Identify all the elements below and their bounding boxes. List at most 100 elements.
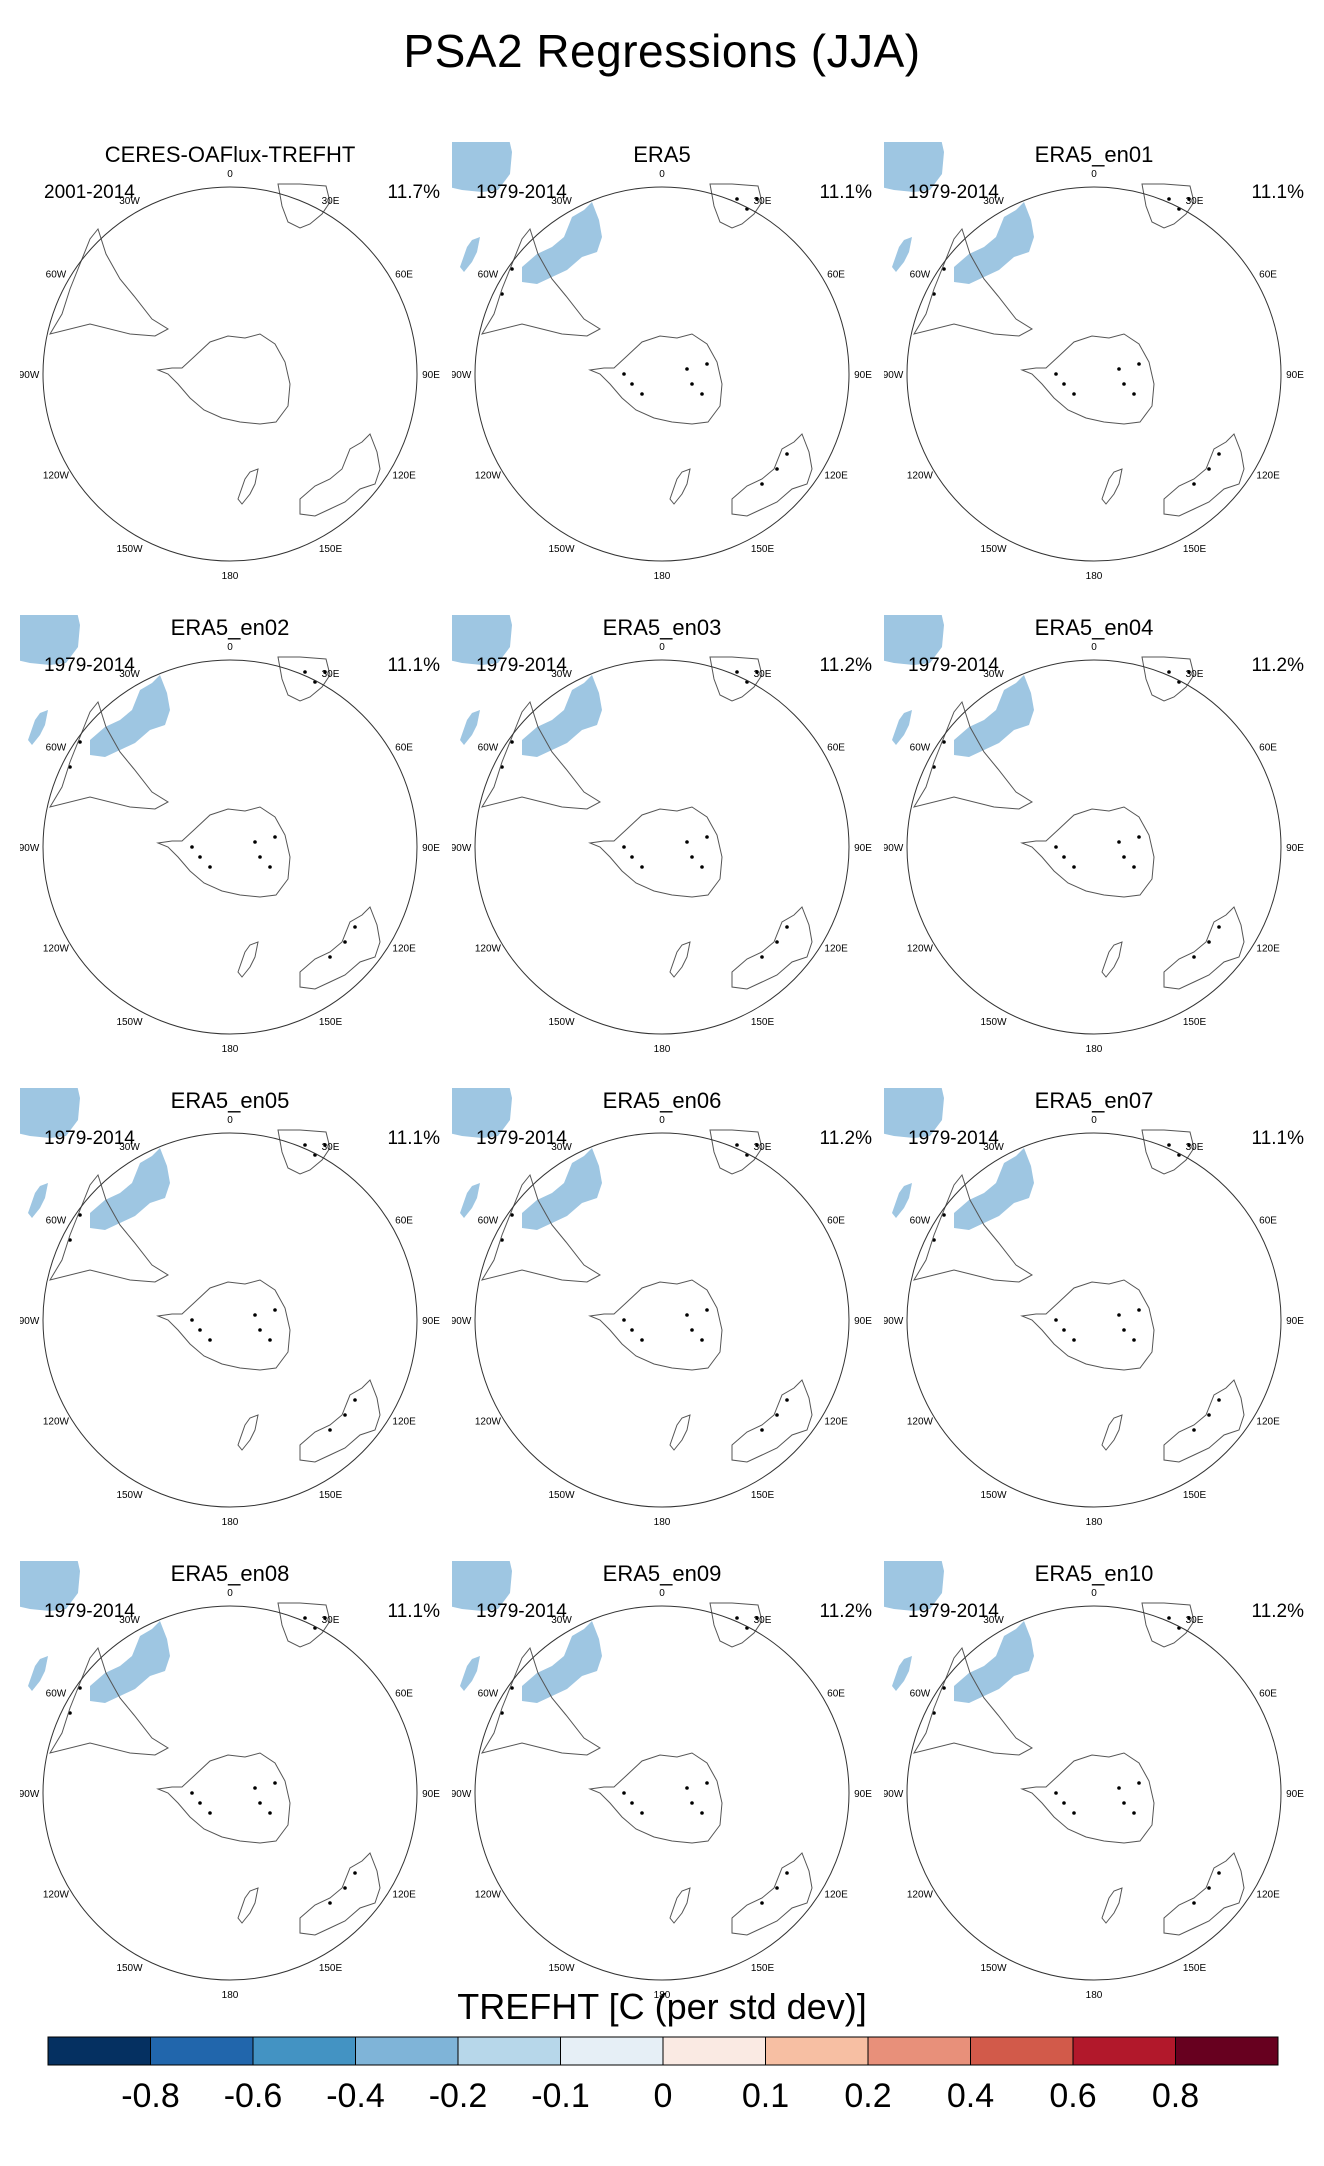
anomaly-patch <box>1158 679 1190 699</box>
longitude-label: 30W <box>119 1142 140 1153</box>
anomaly-patch <box>976 280 1000 300</box>
panel-percent: 11.1% <box>387 655 440 676</box>
anomaly-patch <box>217 1788 237 1804</box>
coastline <box>669 1887 691 1924</box>
panel-percent: 11.2% <box>1251 1601 1304 1622</box>
panel-period: 1979-2014 <box>476 655 567 676</box>
longitude-label: 60E <box>1259 743 1277 754</box>
polar-map: 0 30E 60E 90E 120E 150E 180 150W 120W 90W 60W 30W <box>452 615 872 1055</box>
longitude-label: 120W <box>907 1417 934 1428</box>
anomaly-patch <box>613 832 649 856</box>
panel-title: ERA5_en03 <box>602 615 722 640</box>
coastline <box>277 656 331 702</box>
coastline <box>669 941 691 978</box>
longitude-label: 180 <box>222 1517 239 1528</box>
anomaly-patch <box>656 390 692 414</box>
anomaly-patch <box>1075 1289 1111 1309</box>
longitude-label: 150W <box>548 1490 575 1501</box>
longitude-label: 120E <box>824 1417 848 1428</box>
coastline <box>48 700 169 810</box>
anomaly-patch <box>742 452 802 496</box>
longitude-label: 150W <box>980 1490 1007 1501</box>
map-panel: 0 30E 60E 90E 120E 150E 180 150W 120W 90W 60W 30W ER… <box>20 1088 440 1558</box>
anomaly-patch <box>1046 358 1082 382</box>
longitude-label: 30W <box>551 1142 572 1153</box>
panel-percent: 11.2% <box>1251 655 1304 676</box>
panel-percent: 11.1% <box>387 1128 440 1149</box>
anomaly-patch <box>662 1286 706 1322</box>
anomaly-patch <box>1159 1151 1191 1171</box>
anomaly-patch <box>255 1766 287 1802</box>
longitude-label: 150E <box>751 544 775 555</box>
longitude-label: 60E <box>827 1689 845 1700</box>
anomaly-patch <box>1118 1767 1150 1803</box>
anomaly-patch <box>788 1855 808 1875</box>
anomaly-patch <box>215 844 235 860</box>
anomaly-patch <box>660 342 704 378</box>
longitude-label: 120E <box>1256 944 1280 955</box>
coastline <box>588 806 723 898</box>
colorbar-tick-label: -0.2 <box>429 2077 488 2115</box>
anomaly-patch <box>1172 927 1232 971</box>
colorbar-swatch <box>457 2036 561 2066</box>
longitude-label: 120W <box>475 1890 502 1901</box>
colorbar-swatch <box>47 2036 151 2066</box>
longitude-label: 180 <box>1086 1517 1103 1528</box>
anomaly-patch <box>309 926 369 970</box>
anomaly-patch <box>111 1700 135 1720</box>
polar-map: 0 30E 60E 90E 120E 150E 180 150W 120W 90W 60W 30W <box>20 169 440 582</box>
anomaly-patch <box>198 1324 238 1352</box>
longitude-label: 90W <box>884 370 904 381</box>
longitude-label: 90W <box>452 370 472 381</box>
anomaly-patch <box>790 434 810 454</box>
anomaly-patch <box>540 1703 564 1723</box>
longitude-label: 60W <box>910 270 931 281</box>
map-border <box>474 1605 850 1981</box>
coastline <box>1101 468 1123 505</box>
colorbar-tick-label: 0 <box>654 2077 673 2115</box>
longitude-label: 30W <box>119 196 140 207</box>
longitude-label: 150E <box>319 544 343 555</box>
map-panel: 0 30E 60E 90E 120E 150E 180 150W 120W 90W 60W 30W ER… <box>884 142 1304 612</box>
longitude-label: 150W <box>116 544 143 555</box>
longitude-label: 30E <box>754 1142 772 1153</box>
coastline <box>731 906 813 990</box>
anomaly-patch <box>488 1232 516 1264</box>
longitude-label: 30E <box>322 669 340 680</box>
longitude-label: 120W <box>907 1890 934 1901</box>
coastline <box>480 700 601 810</box>
longitude-label: 30W <box>983 1142 1004 1153</box>
longitude-label: 0 <box>659 642 665 653</box>
anomaly-patch <box>1041 362 1101 406</box>
colorbar-tick-label: -0.6 <box>224 2077 283 2115</box>
coastline <box>669 1414 691 1451</box>
anomaly-patch <box>1120 346 1152 382</box>
colorbar-tick-label: -0.4 <box>326 2077 385 2115</box>
anomaly-patch <box>281 1606 325 1634</box>
longitude-label: 30E <box>754 669 772 680</box>
anomaly-patch <box>1176 450 1236 494</box>
longitude-label: 90E <box>422 1789 440 1800</box>
longitude-label: 150E <box>319 1490 343 1501</box>
longitude-label: 180 <box>222 1044 239 1055</box>
coastline <box>48 1173 169 1283</box>
longitude-label: 60W <box>478 1216 499 1227</box>
map-panel: 0 30E 60E 90E 120E 150E 180 150W 120W 90W 60W 30W ER… <box>452 1088 872 1558</box>
longitude-label: 180 <box>1086 1044 1103 1055</box>
colorbar-swatch <box>355 2036 459 2066</box>
longitude-label: 90E <box>854 843 872 854</box>
polar-map: 0 30E 60E 90E 120E 150E 180 150W 120W 90W 60W 30W <box>20 1561 440 2001</box>
longitude-label: 90E <box>854 370 872 381</box>
anomaly-patch <box>521 776 549 800</box>
anomaly-patch <box>223 864 259 888</box>
anomaly-patch <box>1080 1789 1100 1805</box>
anomaly-patch <box>1162 957 1206 985</box>
anomaly-patch <box>213 1760 249 1780</box>
longitude-label: 150E <box>1183 1963 1207 1974</box>
coastline <box>299 433 381 517</box>
coastline <box>1101 1887 1123 1924</box>
anomaly-patch <box>199 1796 239 1824</box>
longitude-label: 150W <box>548 544 575 555</box>
anomaly-patch <box>280 1134 324 1162</box>
longitude-label: 30W <box>551 1615 572 1626</box>
